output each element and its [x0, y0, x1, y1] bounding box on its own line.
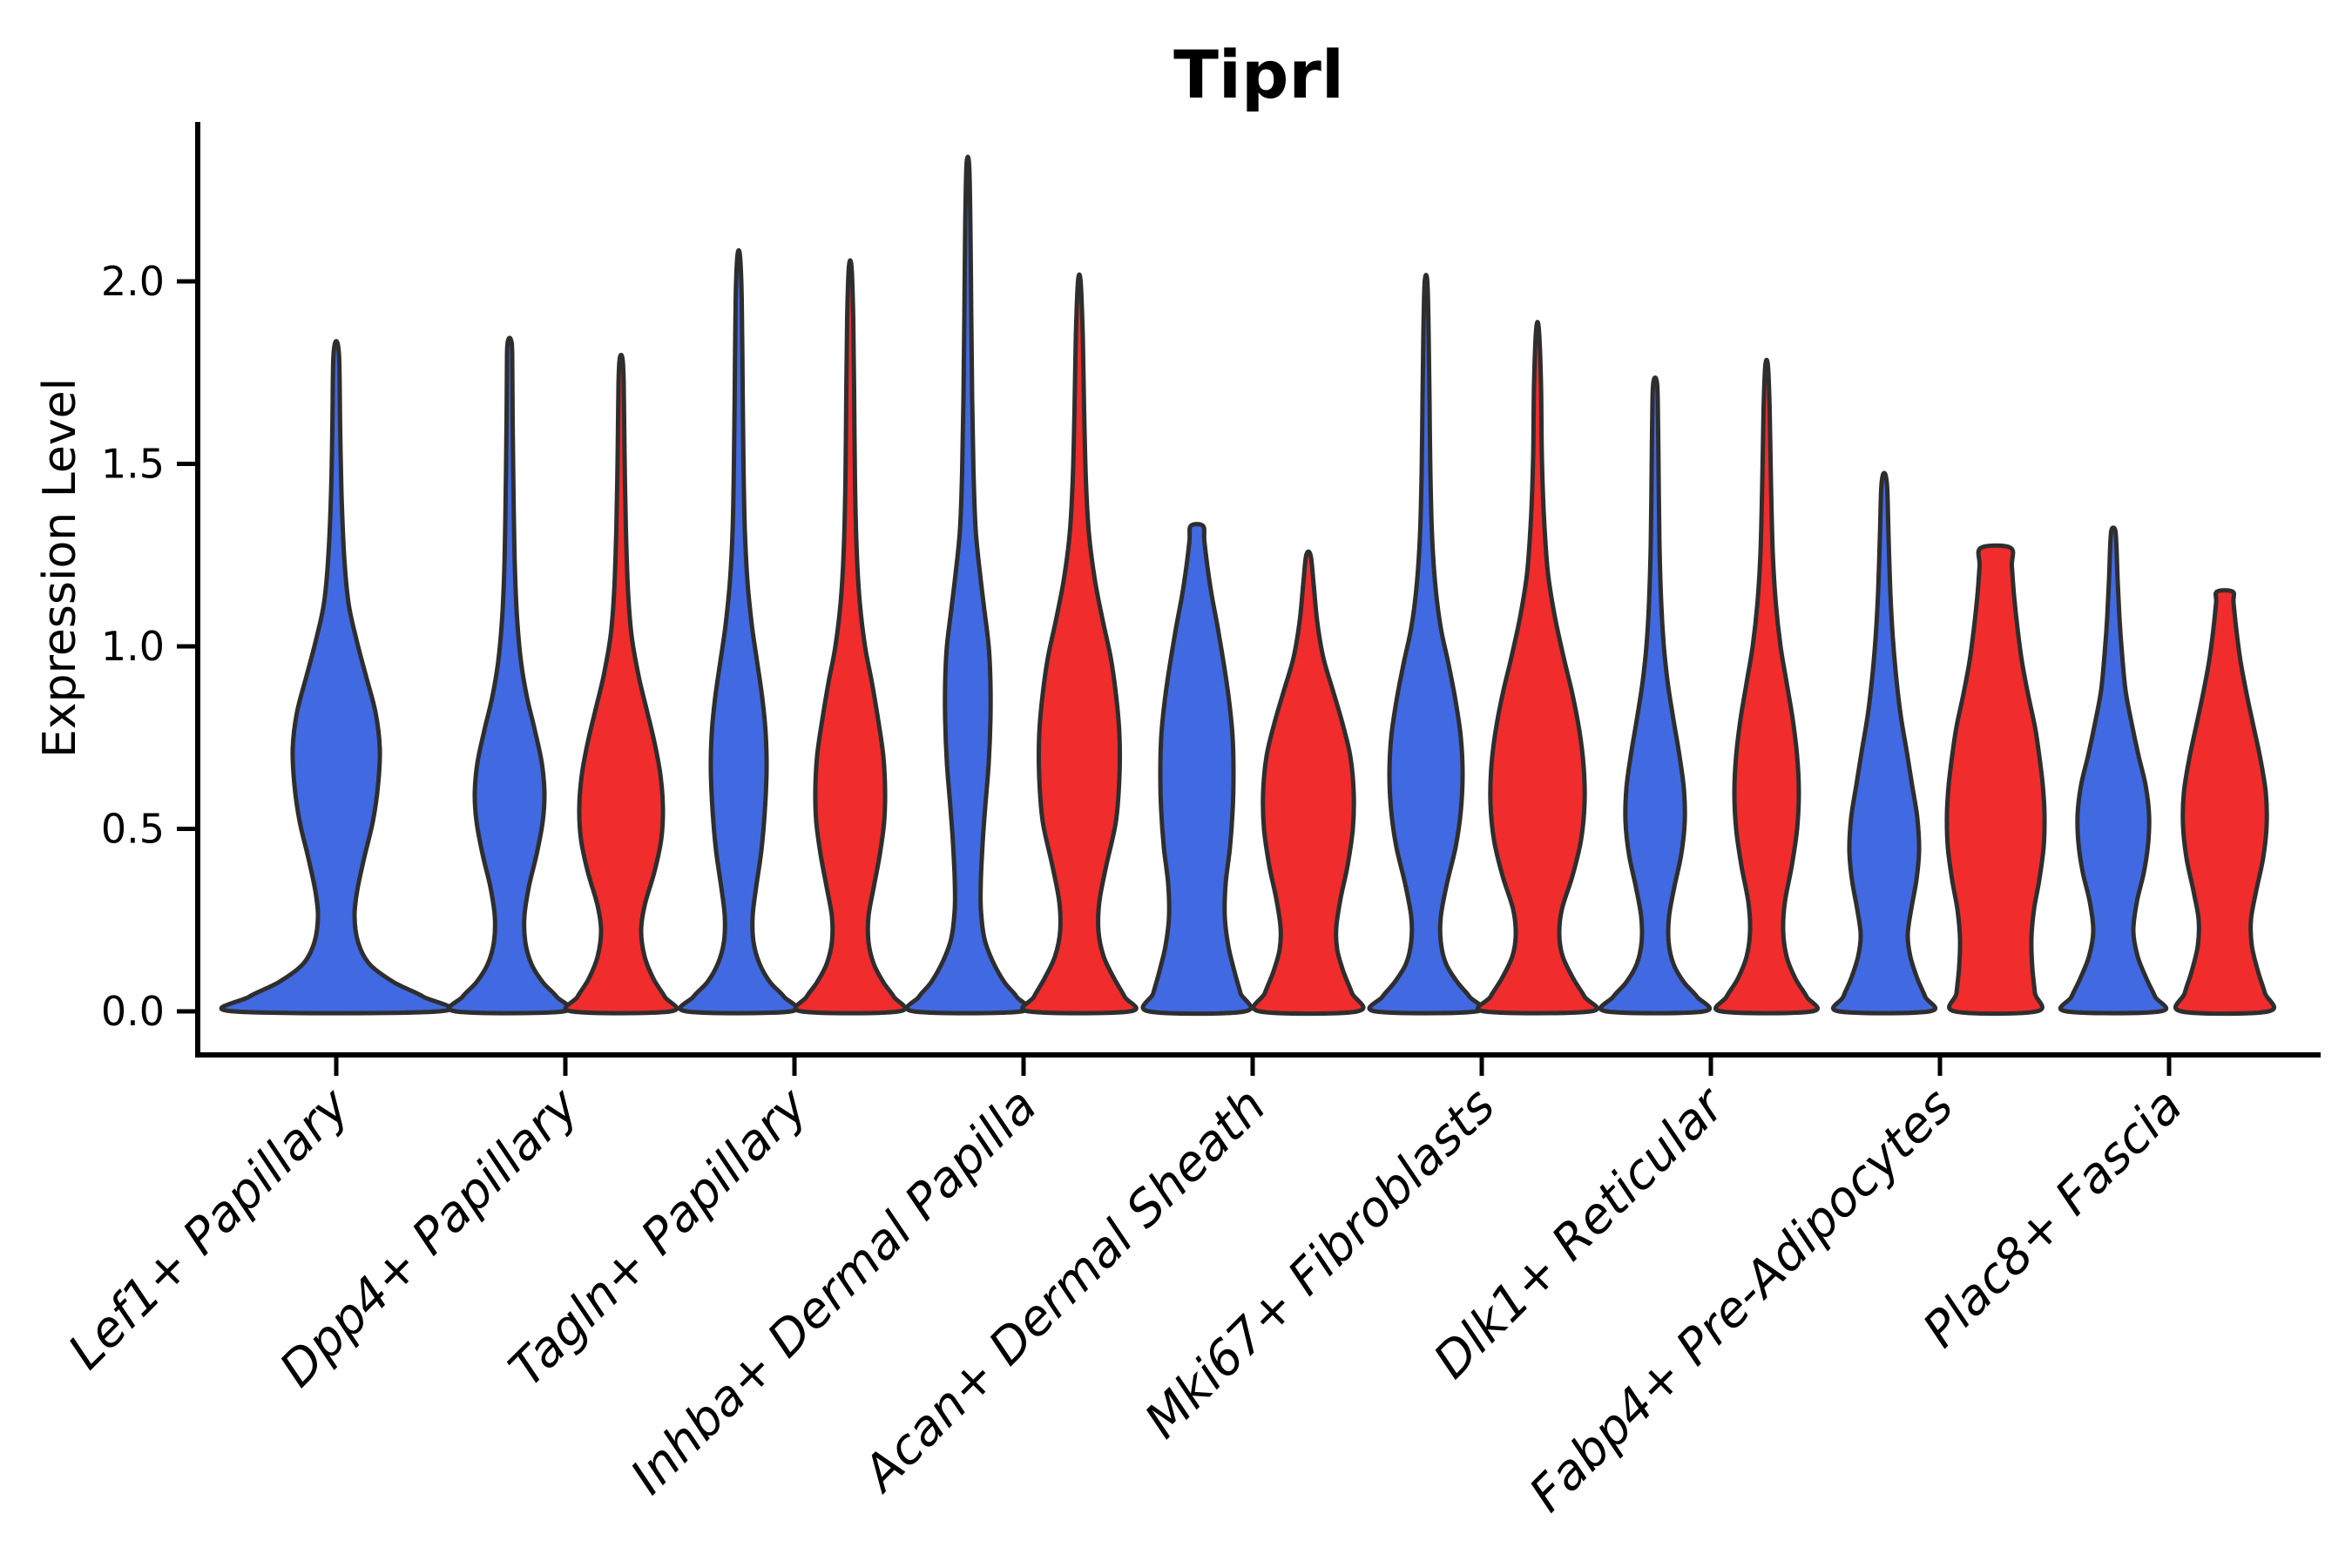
violin-dlk1-reticular-red — [1713, 357, 1820, 1016]
y-tick-label: 0.5 — [101, 806, 165, 853]
violin-fabp4-pre-adipocytes-blue — [1830, 470, 1938, 1016]
x-tick-label: Acan+ Dermal Sheath — [851, 1078, 1277, 1504]
violin-acan-dermal-sheath-blue — [1140, 522, 1254, 1017]
x-tick-label: Inhba+ Dermal Papilla — [620, 1078, 1048, 1505]
y-axis-ticks: 0.0 0.5 1.0 1.5 2.0 — [101, 258, 198, 1035]
violin-mki67-fibroblasts-blue — [1367, 273, 1485, 1016]
violin-tagln-papillary-blue — [678, 247, 800, 1016]
y-tick-label: 0.0 — [101, 988, 165, 1035]
violins — [219, 154, 2276, 1017]
y-tick-label: 1.0 — [101, 623, 165, 670]
axes — [195, 122, 2321, 1058]
violin-fabp4-pre-adipocytes-red — [1944, 543, 2047, 1017]
y-tick-label: 2.0 — [101, 258, 165, 305]
violin-tagln-papillary-red — [793, 258, 908, 1016]
violin-dpp4-papillary-blue — [447, 335, 572, 1016]
chart-title: Tiprl — [1173, 36, 1344, 113]
violin-inhba-dermal-papilla-blue — [904, 154, 1031, 1016]
violin-plac8-fascia-blue — [2058, 525, 2169, 1016]
violin-dpp4-papillary-red — [563, 352, 679, 1016]
x-tick-label: Fabp4+ Pre-Adipocytes — [1519, 1078, 1964, 1523]
violin-inhba-dermal-papilla-red — [1020, 272, 1139, 1016]
y-tick-label: 1.5 — [101, 441, 165, 488]
y-axis-label: Expression Level — [34, 378, 86, 758]
violin-mki67-fibroblasts-red — [1476, 320, 1599, 1016]
violin-lef1-papillary-blue — [219, 339, 454, 1016]
violin-plac8-fascia-red — [2173, 588, 2276, 1017]
violin-acan-dermal-sheath-red — [1251, 549, 1366, 1017]
violin-dlk1-reticular-blue — [1598, 375, 1713, 1016]
